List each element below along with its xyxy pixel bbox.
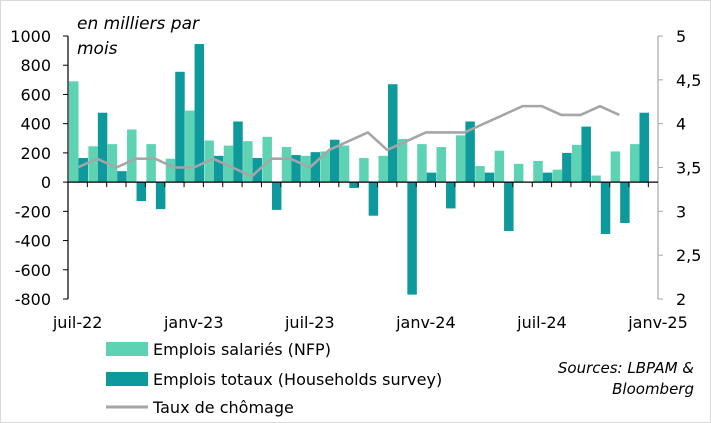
legend-label-households: Emplois totaux (Households survey): [153, 370, 442, 389]
left-axis-tick-label: -200: [15, 202, 51, 221]
nfp-bar: [88, 146, 98, 183]
nfp-bar: [339, 145, 350, 183]
left-axis-tick-label: 0: [41, 173, 51, 192]
households-bar: [504, 182, 514, 232]
left-axis-tick-label: 200: [20, 144, 51, 163]
unit-label-line-1: en milliers par: [77, 14, 200, 34]
nfp-bar: [127, 129, 137, 183]
households-bar: [136, 182, 147, 202]
x-axis-tick-label: janv-24: [395, 313, 456, 332]
unit-label-line-2: mois: [77, 39, 118, 59]
households-bar: [310, 152, 321, 183]
households-bar: [388, 84, 398, 183]
right-axis-tick-label: 4,5: [676, 71, 701, 90]
households-bar: [446, 182, 456, 209]
tick-label-layer: -800 -600 -400 -200 0 200 400 600 800 1000 2 2,5 3 3,…: [10, 27, 701, 332]
nfp-bar: [320, 151, 330, 183]
households-bar: [175, 71, 185, 183]
nfp-bar: [397, 139, 408, 183]
bar-layer: [69, 44, 649, 295]
nfp-bar: [243, 141, 253, 183]
left-axis-tick-label: -400: [15, 232, 51, 251]
households-bar: [233, 121, 243, 183]
nfp-bar: [359, 158, 369, 183]
nfp-bar: [591, 175, 601, 183]
nfp-bar: [281, 147, 292, 183]
households-bar: [97, 112, 108, 183]
x-axis-tick-label: janv-25: [627, 313, 688, 332]
nfp-bar: [301, 155, 311, 183]
households-bar: [407, 182, 417, 295]
nfp-bar: [475, 166, 485, 183]
nfp-bar: [455, 135, 466, 183]
x-axis-tick-label: juil-22: [52, 313, 103, 332]
households-bar: [194, 44, 205, 183]
right-axis-tick-label: 2,5: [676, 246, 701, 265]
households-bar: [291, 155, 301, 183]
nfp-bar: [185, 110, 195, 183]
line-layer: [77, 104, 620, 178]
nfp-bar: [552, 169, 563, 183]
households-bar: [155, 182, 166, 210]
axes-layer: [63, 35, 663, 300]
x-axis-tick-label: juil-23: [284, 313, 335, 332]
households-bar: [213, 155, 224, 183]
nfp-bar: [571, 144, 582, 183]
households-bar: [78, 158, 88, 183]
households-bar: [620, 182, 630, 224]
legend: Emplois salariés (NFP) Emplois totaux (H…: [106, 340, 442, 417]
nfp-bar: [165, 158, 176, 183]
households-bar: [600, 182, 611, 234]
nfp-bar: [378, 155, 389, 183]
x-axis-tick-label: janv-23: [163, 313, 224, 332]
right-axis-tick-label: 5: [676, 27, 686, 46]
legend-swatch-nfp: [106, 342, 148, 356]
households-bar: [465, 121, 475, 183]
households-bar: [368, 182, 379, 216]
left-axis-tick-label: 600: [20, 85, 51, 104]
nfp-bar: [494, 150, 505, 183]
legend-label-nfp: Emplois salariés (NFP): [153, 340, 331, 359]
nfp-bar: [436, 147, 447, 183]
nfp-bar: [417, 144, 427, 183]
left-axis-tick-label: 400: [20, 115, 51, 134]
unemployment-rate-line: [77, 104, 620, 178]
nfp-bar: [629, 144, 640, 183]
nfp-bar: [146, 144, 156, 183]
households-bar: [542, 172, 553, 183]
nfp-bar: [513, 163, 524, 183]
households-bar: [484, 172, 495, 183]
source-note-line-1: Sources: LBPAM &: [558, 359, 694, 377]
households-bar: [329, 139, 340, 183]
nfp-bar: [69, 81, 79, 183]
nfp-bar: [107, 144, 118, 183]
x-axis-tick-label: juil-24: [516, 313, 567, 332]
left-axis-tick-label: -800: [15, 290, 51, 309]
right-axis-tick-label: 4: [676, 115, 686, 134]
households-bar: [349, 182, 359, 188]
households-bar: [562, 152, 572, 183]
nfp-bar: [533, 160, 543, 183]
source-note-line-2: Bloomberg: [612, 380, 694, 398]
right-axis-tick-label: 2: [676, 290, 686, 309]
nfp-bar: [262, 136, 272, 183]
nfp-bar: [610, 151, 621, 183]
nfp-bar: [223, 145, 234, 183]
right-axis-tick-label: 3: [676, 202, 686, 221]
households-bar: [581, 126, 591, 183]
left-axis-tick-label: 800: [20, 56, 51, 75]
legend-label-unemployment: Taux de chômage: [152, 398, 294, 417]
households-bar: [271, 182, 282, 210]
left-axis-tick-label: 1000: [10, 27, 51, 46]
households-bar: [639, 112, 649, 183]
legend-swatch-households: [106, 372, 148, 386]
households-bar: [426, 172, 437, 183]
left-axis-tick-label: -600: [15, 261, 51, 280]
households-bar: [117, 171, 127, 183]
right-axis-tick-label: 3,5: [676, 159, 701, 178]
